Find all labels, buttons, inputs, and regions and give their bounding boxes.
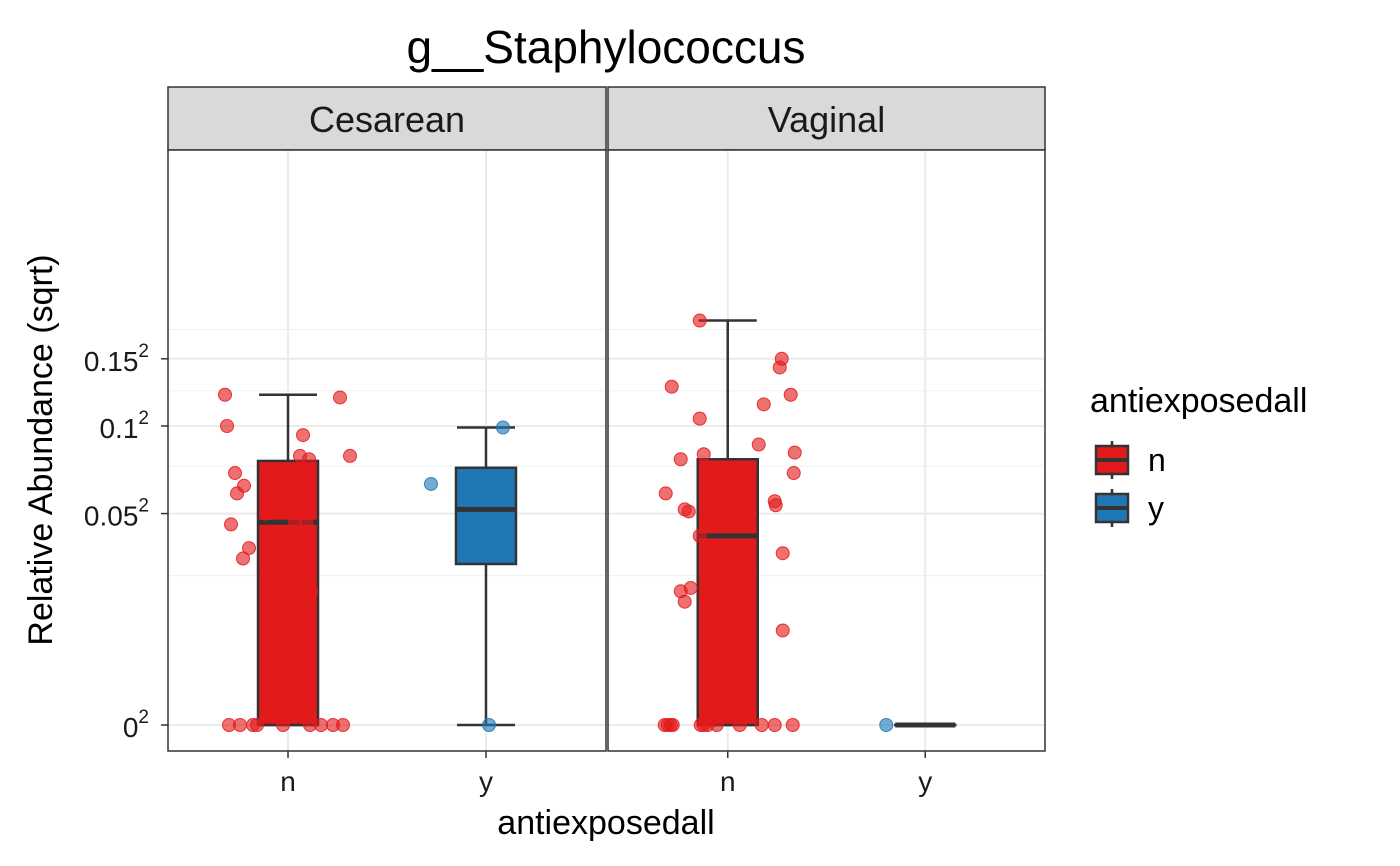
data-point: [787, 445, 802, 460]
legend-label: y: [1148, 490, 1164, 526]
box-cesarean-y: [454, 426, 518, 727]
y-tick-base: 0.05: [84, 501, 139, 532]
data-point: [673, 452, 688, 467]
data-point: [259, 506, 274, 521]
y-tick-exponent: 2: [138, 341, 149, 362]
panel-border: [167, 149, 607, 752]
data-point: [236, 551, 251, 566]
data-point: [783, 387, 798, 402]
y-tick-label: 0.152: [84, 341, 149, 377]
data-point: [242, 541, 257, 556]
data-point: [218, 387, 233, 402]
y-axis-label: Relative Abundance (sqrt): [22, 254, 60, 645]
data-point: [751, 437, 766, 452]
data-point: [754, 718, 769, 732]
data-point: [692, 528, 707, 543]
data-point: [767, 718, 782, 732]
facet-strip: [167, 86, 607, 151]
y-tick-label: 0.052: [84, 496, 149, 532]
points-cesarean-y: [423, 420, 510, 732]
data-point: [677, 502, 692, 517]
legend: antiexposedall ny: [1090, 382, 1307, 528]
points-cesarean-n: [218, 387, 358, 732]
data-point: [768, 498, 783, 513]
data-point: [343, 448, 358, 463]
legend-key-n: [1092, 440, 1132, 480]
data-point: [692, 313, 707, 328]
facet-strip-label: Vaginal: [768, 99, 885, 140]
y-tick-label: 0.12: [99, 408, 149, 444]
y-tick-base: 0.15: [84, 346, 139, 377]
gridlines: [608, 150, 1045, 751]
box-vaginal-n: [696, 319, 759, 727]
x-tick-label: y: [918, 766, 932, 797]
facet-panel-cesarean: Cesarean: [167, 86, 607, 752]
data-point: [696, 447, 711, 462]
x-tick-label: y: [479, 766, 493, 797]
x-tick-label: n: [280, 766, 296, 797]
data-point: [481, 718, 496, 732]
data-point: [756, 397, 771, 412]
facet-strip: [607, 86, 1046, 151]
data-point: [302, 452, 317, 467]
data-point: [220, 419, 235, 433]
data-point: [775, 546, 790, 561]
data-point: [495, 420, 510, 435]
x-axis-label: antiexposedall: [497, 804, 714, 842]
y-tick-base: 0.1: [99, 413, 138, 444]
x-tick-label: n: [720, 766, 736, 797]
data-point: [333, 390, 348, 405]
facet-panels: Cesarean Vaginal: [167, 86, 1046, 752]
chart-title: g__Staphylococcus: [407, 21, 806, 73]
y-tick-label: 02: [123, 707, 149, 743]
data-point: [658, 486, 673, 501]
data-point: [772, 360, 787, 375]
data-point: [732, 718, 747, 732]
y-tick-exponent: 2: [138, 496, 149, 517]
facet-strip-label: Cesarean: [309, 99, 465, 140]
panel-border: [607, 149, 1046, 752]
legend-title: antiexposedall: [1090, 382, 1307, 420]
data-point: [423, 476, 438, 491]
data-point: [288, 515, 303, 530]
data-point: [336, 718, 351, 732]
data-point: [250, 718, 265, 732]
data-point: [228, 466, 243, 481]
data-point: [224, 517, 239, 532]
data-point: [304, 584, 319, 599]
y-tick-exponent: 2: [138, 408, 149, 429]
data-point: [879, 718, 894, 732]
panel-background: [608, 150, 1045, 751]
data-point: [230, 486, 245, 501]
facet-panel-vaginal: Vaginal: [607, 86, 1046, 752]
box-body: [454, 466, 518, 566]
data-point: [276, 718, 291, 732]
data-point: [775, 623, 790, 638]
y-tick-base: 0: [123, 712, 139, 743]
data-point: [786, 466, 801, 481]
data-point: [233, 718, 248, 732]
data-point: [665, 718, 680, 732]
data-point: [314, 718, 329, 732]
panel-background: [168, 150, 606, 751]
points-vaginal-n: [657, 313, 802, 732]
box-body: [696, 457, 759, 727]
legend-key-y: [1092, 488, 1132, 528]
data-point: [785, 718, 800, 732]
data-point: [709, 718, 724, 732]
legend-label: n: [1148, 442, 1166, 478]
data-point: [692, 411, 707, 426]
y-tick-exponent: 2: [138, 707, 149, 728]
points-vaginal-y: [879, 718, 894, 732]
data-point: [296, 428, 311, 443]
data-point: [664, 379, 679, 394]
data-point: [673, 584, 688, 599]
